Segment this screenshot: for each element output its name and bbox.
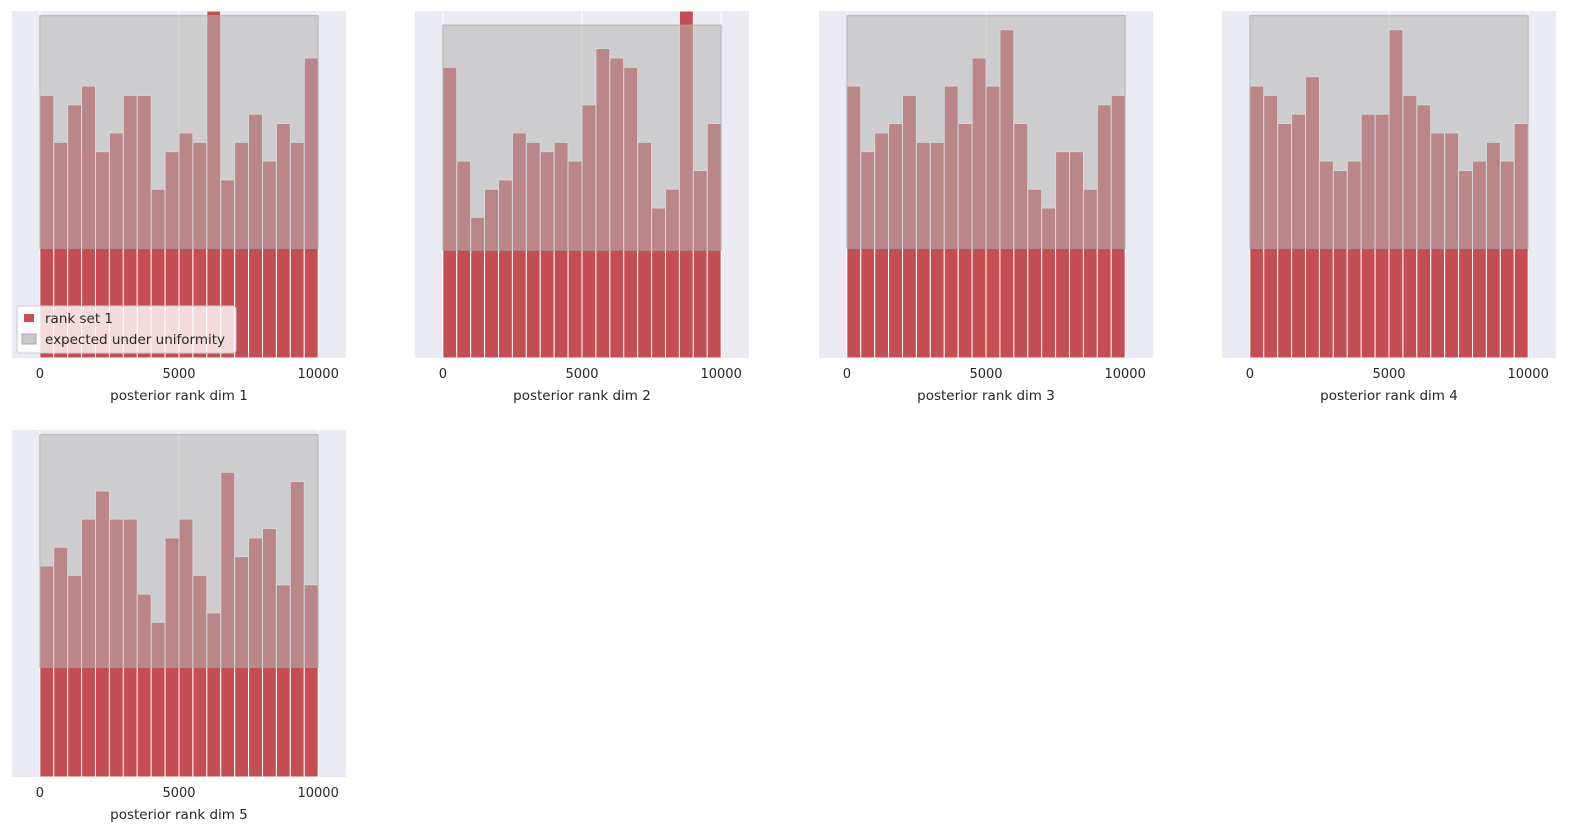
x-tick-label-0: 0 — [36, 786, 44, 801]
x-tick-label-2: 10000 — [297, 367, 338, 382]
uniformity-band — [442, 24, 722, 251]
x-tick-label-0: 0 — [439, 367, 447, 382]
x-tick-label-0: 0 — [1246, 367, 1254, 382]
legend: rank set 1 expected under uniformity — [16, 305, 237, 354]
x-tick-label-1: 5000 — [1372, 367, 1405, 382]
x-tick-label-1: 5000 — [162, 367, 195, 382]
chart-panel-1: 0 5000 10000 posterior rank dim 1 — [12, 10, 346, 404]
chart-panel-2: 0 5000 10000 posterior rank dim 2 — [415, 10, 749, 404]
legend-swatch-rank-set — [24, 314, 34, 322]
x-tick-label-1: 5000 — [969, 367, 1002, 382]
x-tick-label-2: 10000 — [1507, 367, 1548, 382]
uniformity-band — [39, 15, 319, 249]
chart-panel-4: 0 5000 10000 posterior rank dim 4 — [1222, 11, 1556, 404]
x-tick-label-2: 10000 — [700, 367, 741, 382]
x-tick-label-1: 5000 — [565, 367, 598, 382]
x-tick-label-0: 0 — [843, 367, 851, 382]
x-axis-label: posterior rank dim 4 — [1320, 388, 1458, 404]
x-axis-label: posterior rank dim 3 — [917, 388, 1055, 404]
x-tick-label-2: 10000 — [1104, 367, 1145, 382]
x-tick-label-2: 10000 — [297, 786, 338, 801]
legend-swatch-uniformity — [21, 333, 37, 345]
uniformity-band — [846, 15, 1126, 249]
chart-panel-3: 0 5000 10000 posterior rank dim 3 — [819, 11, 1153, 404]
uniformity-band — [39, 434, 319, 668]
x-tick-label-1: 5000 — [162, 786, 195, 801]
x-tick-label-0: 0 — [36, 367, 44, 382]
x-axis-label: posterior rank dim 1 — [110, 388, 248, 404]
chart-panel-5: 0 5000 10000 posterior rank dim 5 — [12, 430, 346, 823]
legend-label-1: rank set 1 — [45, 311, 113, 327]
x-axis-label: posterior rank dim 5 — [110, 807, 248, 823]
legend-label-2: expected under uniformity — [45, 332, 225, 348]
legend-frame — [16, 305, 237, 354]
uniformity-band — [1249, 15, 1529, 249]
x-axis-label: posterior rank dim 2 — [513, 388, 651, 404]
